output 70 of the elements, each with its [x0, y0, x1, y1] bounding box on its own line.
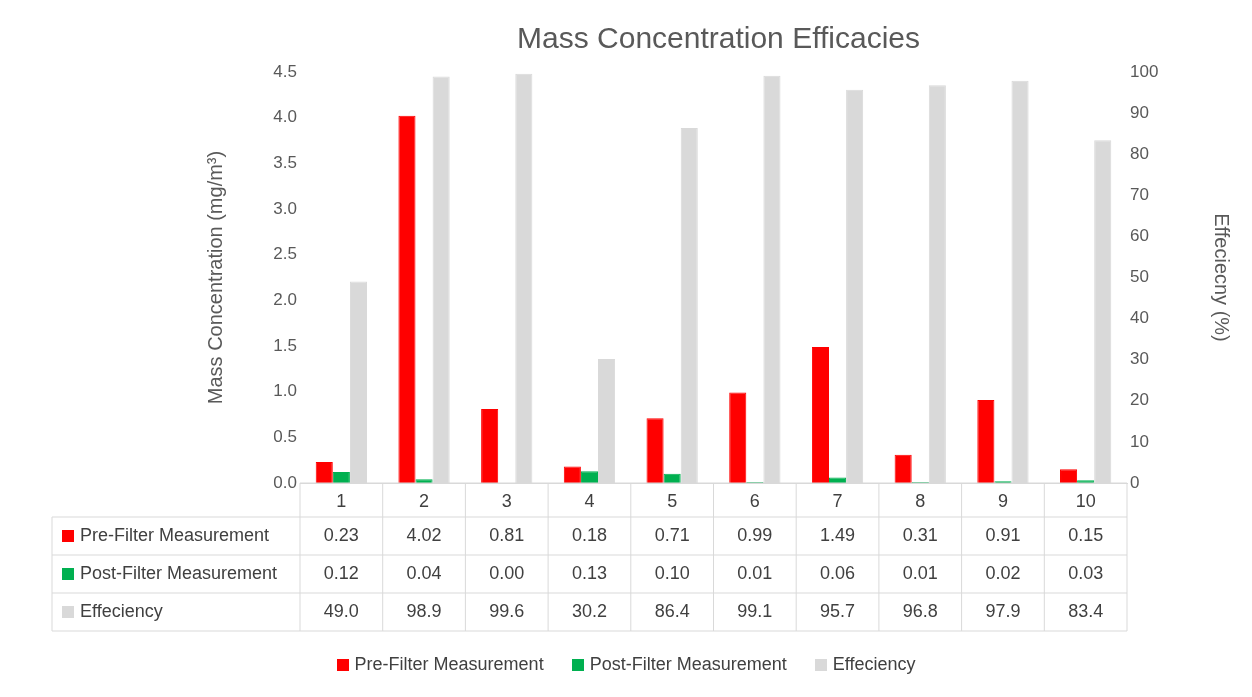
- data-label: 0.71: [654, 524, 690, 545]
- y-tick-label: 1.5: [273, 335, 297, 355]
- y2-tick-label: 0: [1130, 472, 1140, 492]
- data-label: 0.10: [654, 562, 690, 583]
- data-label: 99.1: [737, 600, 773, 621]
- text: Pre-Filter Measurement: [354, 654, 544, 674]
- y-tick-label: 2.0: [273, 290, 297, 310]
- data-label: 0.02: [985, 562, 1021, 583]
- data-label: 0.13: [571, 562, 607, 583]
- y2-tick-label: 90: [1130, 102, 1149, 122]
- data-label: 0.01: [737, 562, 773, 583]
- text: Post-Filter Measurement: [589, 654, 787, 674]
- x-tick-label: 9: [997, 490, 1008, 511]
- y-tick-label: 3.0: [273, 198, 297, 218]
- y-tick-label: 3.5: [273, 153, 297, 173]
- x-tick-label: 5: [667, 490, 678, 511]
- data-label: 0.91: [985, 524, 1021, 545]
- x-tick-label: 2: [419, 490, 430, 511]
- data-label: 4.02: [406, 524, 442, 545]
- data-label: 0.81: [489, 524, 525, 545]
- data-label: 96.8: [902, 600, 938, 621]
- y-tick-label: 1.0: [273, 381, 297, 401]
- x-tick-label: 8: [915, 490, 926, 511]
- data-label: 0.18: [571, 524, 607, 545]
- legend-label: Pre-Filter Measurement: [80, 524, 270, 545]
- y-tick-label: 4.5: [273, 61, 297, 81]
- data-label: 0.12: [323, 562, 359, 583]
- data-label: 98.9: [406, 600, 442, 621]
- y-tick-label: 0.5: [273, 427, 297, 447]
- y2-tick-label: 50: [1130, 267, 1149, 287]
- y2-tick-label: 100: [1130, 61, 1159, 81]
- data-label: 99.6: [489, 600, 525, 621]
- x-tick-label: 3: [501, 490, 512, 511]
- x-tick-label: 7: [832, 490, 843, 511]
- data-label: 49.0: [323, 600, 359, 621]
- legend-label: Effeciency: [832, 654, 916, 675]
- x-tick-label: 10: [1075, 490, 1096, 511]
- text: Effeciency: [80, 600, 163, 621]
- y-tick-label: 4.0: [273, 107, 297, 127]
- y2-tick-label: 80: [1130, 143, 1149, 163]
- data-label: 83.4: [1068, 600, 1104, 621]
- chart-title: Mass Concentration Efficacies: [517, 21, 920, 55]
- legend-label: Post-Filter Measurement: [80, 562, 278, 583]
- y-axis-title: Mass Concentration (mg/m³): [203, 150, 226, 405]
- y2-tick-label: 70: [1130, 184, 1149, 204]
- data-label: 0.15: [1068, 524, 1104, 545]
- y2-tick-label: 20: [1130, 390, 1149, 410]
- data-label: 1.49: [820, 524, 856, 545]
- data-label: 0.99: [737, 524, 773, 545]
- data-label: 0.06: [820, 562, 856, 583]
- data-label: 0.04: [406, 562, 442, 583]
- y2-tick-label: 30: [1130, 349, 1149, 369]
- x-tick-label: 6: [749, 490, 760, 511]
- data-label: 30.2: [571, 600, 607, 621]
- data-label: 0.00: [489, 562, 525, 583]
- y2-tick-label: 10: [1130, 431, 1149, 451]
- y2-axis-title: Effeciecny (%): [1211, 213, 1234, 342]
- y-tick-label: 0.0: [273, 472, 297, 492]
- data-label: 86.4: [654, 600, 690, 621]
- data-label: 0.03: [1068, 562, 1104, 583]
- data-label: 97.9: [985, 600, 1021, 621]
- x-tick-label: 4: [584, 490, 595, 511]
- data-label: 95.7: [820, 600, 856, 621]
- data-label: 0.01: [902, 562, 938, 583]
- data-label: 0.31: [902, 524, 938, 545]
- y2-tick-label: 40: [1130, 308, 1149, 328]
- x-tick-label: 1: [336, 490, 347, 511]
- y-tick-label: 2.5: [273, 244, 297, 264]
- data-label: 0.23: [323, 524, 359, 545]
- y2-tick-label: 60: [1130, 226, 1149, 246]
